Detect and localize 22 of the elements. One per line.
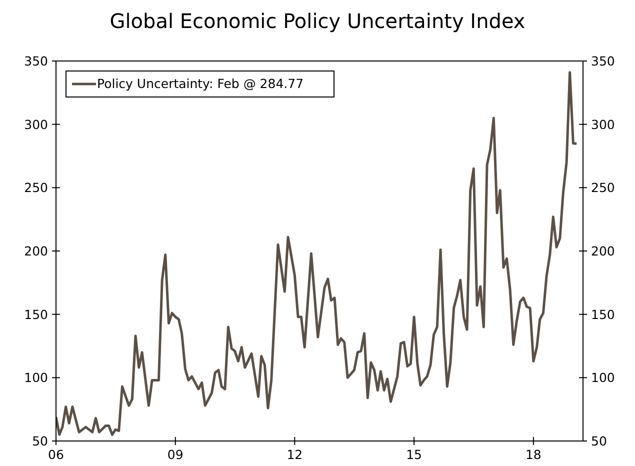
x-tick-label: 12	[286, 447, 303, 462]
y2-tick-label: 300	[591, 116, 615, 132]
y2-tick-label: 350	[591, 54, 615, 68]
y-tick-label: 300	[24, 116, 48, 132]
y2-tick-label: 250	[591, 180, 615, 196]
y2-tick-label: 50	[591, 434, 607, 448]
chart-title: Global Economic Policy Uncertainty Index	[110, 9, 526, 33]
x-tick-label: 15	[406, 447, 422, 462]
y-tick-label: 250	[24, 180, 48, 196]
y-tick-label: 50	[32, 434, 48, 448]
y-tick-label: 150	[24, 306, 48, 322]
x-tick-label: 18	[525, 447, 542, 462]
y2-tick-label: 150	[591, 306, 615, 322]
line-series	[56, 71, 578, 436]
y-tick-label: 100	[24, 370, 48, 386]
y2-tick-label: 100	[591, 370, 615, 386]
y-tick-label: 200	[24, 244, 48, 258]
legend-label: Policy Uncertainty: Feb @ 284.77	[97, 76, 304, 91]
y-tick-label: 350	[24, 54, 48, 68]
x-tick-label: 06	[48, 447, 64, 462]
x-tick-label: 09	[167, 447, 184, 462]
y2-tick-label: 200	[591, 244, 615, 258]
